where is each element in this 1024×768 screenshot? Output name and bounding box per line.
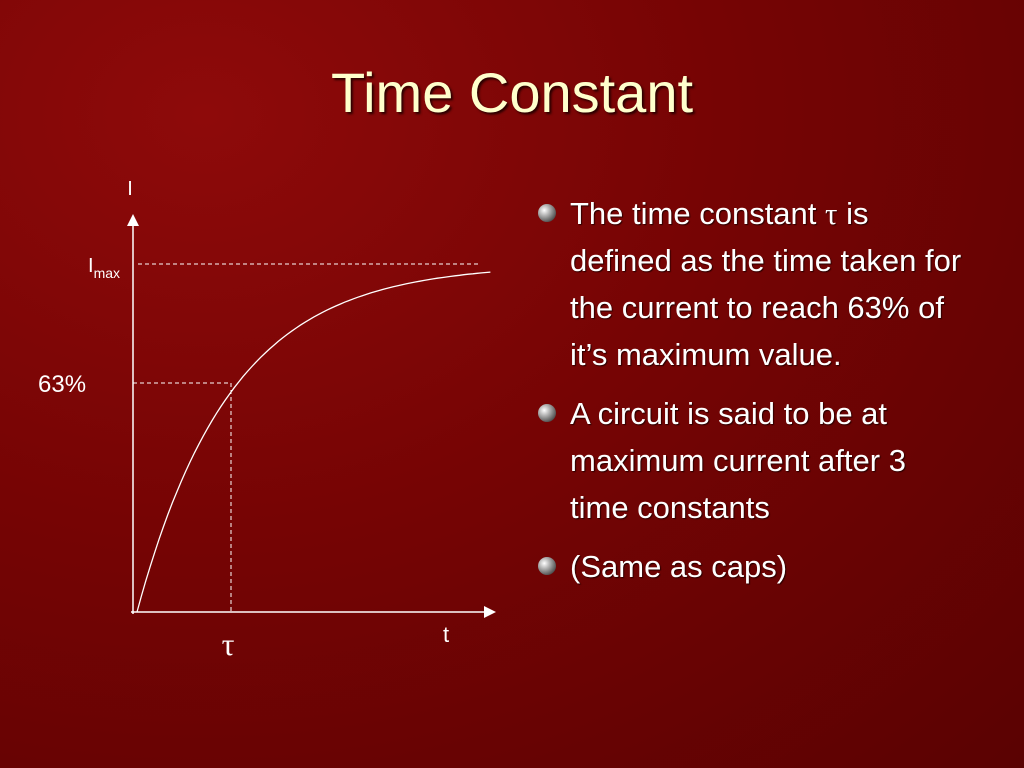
bullet-text: (Same as caps) [570,549,788,584]
imax-main: I [88,255,94,277]
bullet-icon [538,404,556,422]
percent-label: 63% [38,371,86,398]
bullet-text: The time constant [570,196,826,231]
arrow [127,214,139,226]
bullet: (Same as caps) [538,543,968,590]
bullet: A circuit is said to be at maximum curre… [538,390,968,531]
bullet-text: is defined as the time taken for the cur… [570,196,962,372]
imax-label: Imax [88,255,120,281]
bullet: The time constant τ is defined as the ti… [538,190,968,378]
axes [127,214,496,618]
curve [136,271,491,613]
arrow [484,606,496,618]
tau-label: τ [222,626,235,662]
slide-title: Time Constant [330,61,694,124]
y-axis-label: I [127,178,133,200]
x-axis-label: t [443,622,449,647]
bullet-list: The time constant τ is defined as the ti… [538,190,968,602]
bullet-icon [538,557,556,575]
bullet-icon [538,204,556,222]
bullet-symbol: τ [825,196,838,231]
imax-subscript: max [94,265,120,281]
bullet-text: A circuit is said to be at maximum curre… [570,396,906,525]
